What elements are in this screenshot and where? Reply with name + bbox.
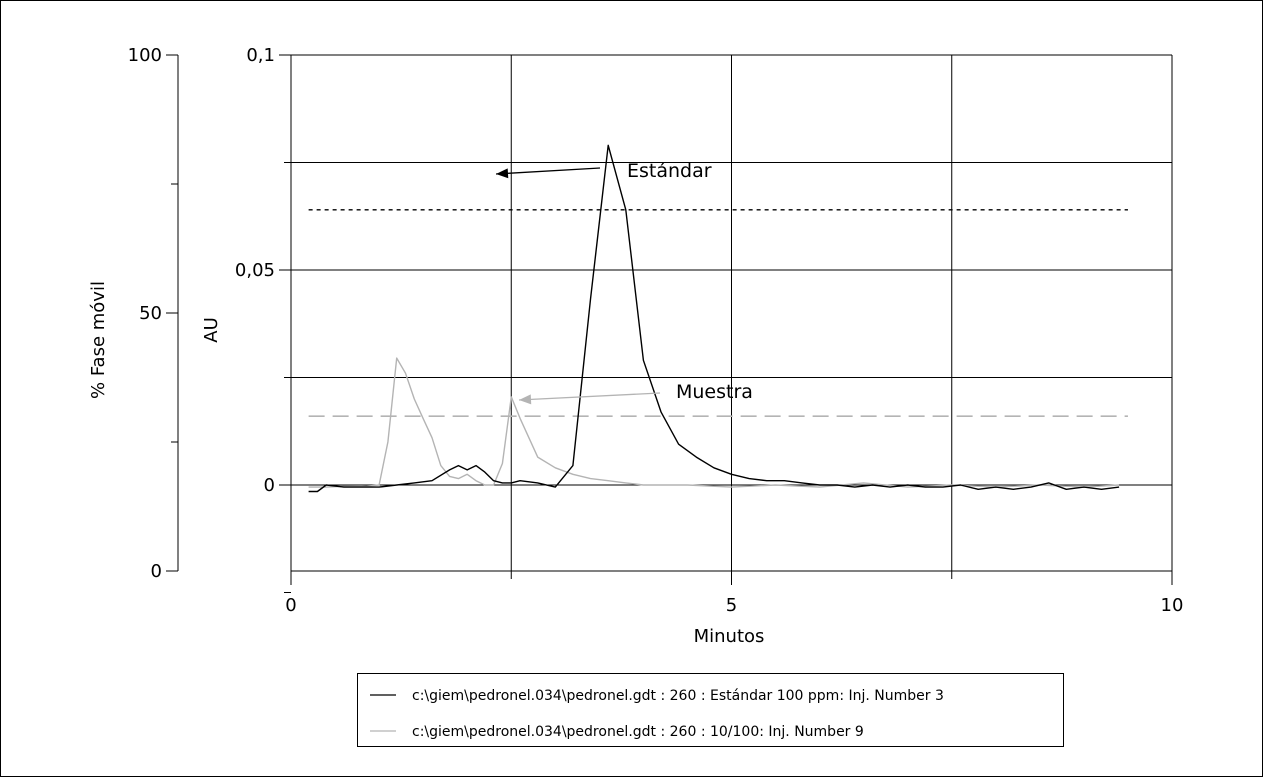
reference-lines xyxy=(308,209,1128,418)
y-tick-label: 0,05 xyxy=(235,260,275,281)
series-line-standard xyxy=(308,144,1120,493)
grid xyxy=(291,54,1172,571)
legend-box xyxy=(357,673,1064,747)
series-lines xyxy=(308,144,1120,493)
y2-tick-label: 0 xyxy=(151,561,162,582)
y2-tick-label: 100 xyxy=(128,45,162,66)
x-tick-label: 10 xyxy=(1161,595,1184,616)
legend-label-sample: c:\giem\pedronel.034\pedronel.gdt : 260 … xyxy=(412,724,864,740)
annotation-standard-arrow-head xyxy=(496,168,509,179)
y-axis-title: AU xyxy=(201,317,222,343)
annotation-standard-arrow-shaft xyxy=(495,167,601,175)
legend-label-standard: c:\giem\pedronel.034\pedronel.gdt : 260 … xyxy=(412,688,944,704)
y-tick-label: 0 xyxy=(264,475,275,496)
annotation-sample-arrow-head xyxy=(519,394,532,405)
series-line-sample xyxy=(308,357,1120,488)
y2-tick-label: 50 xyxy=(139,303,162,324)
annotation-sample-arrow-shaft xyxy=(518,392,661,401)
x-tick-label: 5 xyxy=(726,595,737,616)
annotation-sample-label: Muestra xyxy=(676,381,753,403)
x-axis-title: Minutos xyxy=(694,626,765,647)
y2-axis-title: % Fase móvil xyxy=(88,281,109,399)
axes: 0 0,05 0,1 0 50 100 0 5 10 xyxy=(128,45,1184,616)
x-tick-label: 0 xyxy=(285,595,296,616)
annotation-standard-label: Estándar xyxy=(627,160,712,182)
annotations: Estándar Muestra xyxy=(495,160,753,405)
legend: c:\giem\pedronel.034\pedronel.gdt : 260 … xyxy=(357,673,1064,747)
y-tick-label: 0,1 xyxy=(246,45,275,66)
